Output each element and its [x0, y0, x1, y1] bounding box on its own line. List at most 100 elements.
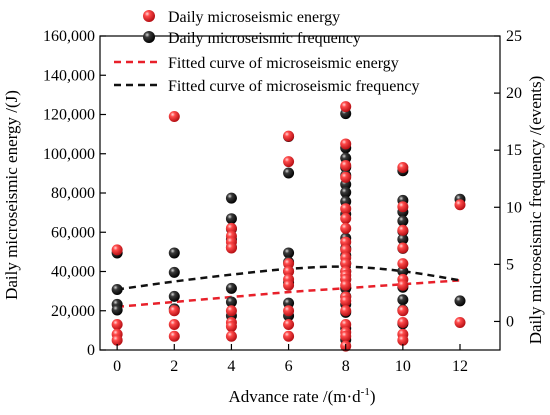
x-tick-label: 4 [227, 358, 235, 375]
y-right-tick-label: 0 [506, 313, 514, 330]
energy-point [283, 305, 295, 317]
frequency-point [454, 295, 466, 307]
y-right-tick-label: 15 [506, 142, 522, 159]
energy-point [168, 318, 180, 330]
energy-point [340, 236, 352, 248]
legend-marker-frequency [143, 31, 155, 43]
frequency-point [397, 265, 409, 277]
energy-point [454, 317, 466, 329]
x-tick-label: 10 [395, 358, 411, 375]
frequency-point [225, 213, 237, 225]
energy-point [340, 101, 352, 113]
frequency-point [283, 247, 295, 259]
legend-label-frequency-fit: Fitted curve of microseismic frequency [168, 78, 419, 95]
energy-point [225, 320, 237, 332]
energy-point [340, 138, 352, 150]
y-right-tick-label: 10 [506, 199, 522, 216]
y-left-tick-label: 120,000 [43, 107, 95, 124]
energy-point [397, 334, 409, 346]
y-axis-right-title: Daily microseismic frequency /(events) [526, 76, 545, 345]
legend-label-energy-fit: Fitted curve of microseismic energy [168, 55, 399, 72]
energy-point [397, 305, 409, 317]
points-layer [111, 101, 466, 352]
frequency-point [111, 304, 123, 316]
frequency-point [168, 266, 180, 278]
energy-point [397, 224, 409, 236]
energy-point [283, 318, 295, 330]
energy-point [340, 171, 352, 183]
energy-point [283, 266, 295, 277]
energy-point [397, 201, 409, 213]
frequency-point [397, 215, 409, 227]
frequency-point [168, 247, 180, 259]
energy-point [454, 199, 466, 211]
y-left-tick-label: 40,000 [51, 264, 95, 281]
energy-point [340, 222, 352, 234]
energy-point [225, 330, 237, 342]
legend-label-frequency: Daily microseismic frequency [168, 30, 361, 47]
x-tick-label: 0 [113, 358, 121, 375]
energy-point [397, 242, 409, 254]
y-axis-left-title: Daily microseismic energy /(J) [2, 90, 21, 300]
energy-point [340, 213, 352, 225]
energy-point [340, 203, 352, 215]
y-left-tick-label: 140,000 [43, 67, 95, 84]
energy-point [283, 130, 295, 142]
y-left-tick-label: 20,000 [51, 303, 95, 320]
frequency-point [397, 294, 409, 306]
energy-point [111, 318, 123, 330]
y-left-tick-label: 0 [87, 342, 95, 359]
energy-point [111, 334, 123, 346]
energy-point [340, 305, 352, 317]
y-left-tick-label: 160,000 [43, 28, 95, 45]
legend-label-energy: Daily microseismic energy [168, 9, 340, 26]
x-tick-label: 12 [452, 358, 468, 375]
energy-point [340, 258, 352, 270]
frequency-point [111, 283, 123, 295]
energy-point [283, 258, 295, 270]
energy-point [225, 242, 237, 254]
x-tick-label: 8 [342, 358, 350, 375]
energy-point [225, 222, 237, 234]
x-tick-label: 6 [285, 358, 293, 375]
legend-marker-energy [143, 10, 155, 22]
energy-point [283, 279, 295, 291]
energy-point [283, 156, 295, 168]
x-axis-title: Advance rate /(m·d-1) [228, 386, 375, 406]
y-right-tick-label: 25 [506, 28, 522, 45]
energy-point [340, 244, 352, 256]
fitted-curve-energy [117, 279, 461, 309]
frequency-point [168, 290, 180, 302]
energy-point [168, 110, 180, 122]
energy-point [340, 160, 352, 172]
y-left-tick-label: 80,000 [51, 185, 95, 202]
energy-point [111, 244, 123, 256]
energy-point [340, 295, 352, 307]
legend: Daily microseismic energy Daily microsei… [114, 9, 419, 95]
x-tick-label: 2 [170, 358, 178, 375]
energy-point [397, 279, 409, 291]
energy-point [340, 279, 352, 291]
energy-point [397, 317, 409, 329]
frequency-point [340, 186, 352, 198]
frequency-point [225, 296, 237, 308]
energy-point [397, 258, 409, 270]
energy-point [340, 330, 352, 342]
y-right-tick-label: 20 [506, 85, 522, 102]
energy-point [397, 161, 409, 173]
ticks-layer: 0 2 4 6 8 10 12 0 20,000 40,000 60,000 80,000 100,00… [43, 28, 522, 375]
frequency-point [283, 297, 295, 309]
energy-point [340, 318, 352, 330]
frequency-point [225, 282, 237, 294]
energy-point [168, 305, 180, 317]
frequency-point [397, 233, 409, 245]
y-left-tick-label: 100,000 [43, 146, 95, 163]
y-left-tick-label: 60,000 [51, 224, 95, 241]
energy-point [283, 330, 295, 342]
frequency-point [283, 167, 295, 179]
energy-point [225, 305, 237, 317]
frequency-point [225, 192, 237, 204]
y-right-tick-label: 5 [506, 256, 514, 273]
energy-point [168, 330, 180, 342]
